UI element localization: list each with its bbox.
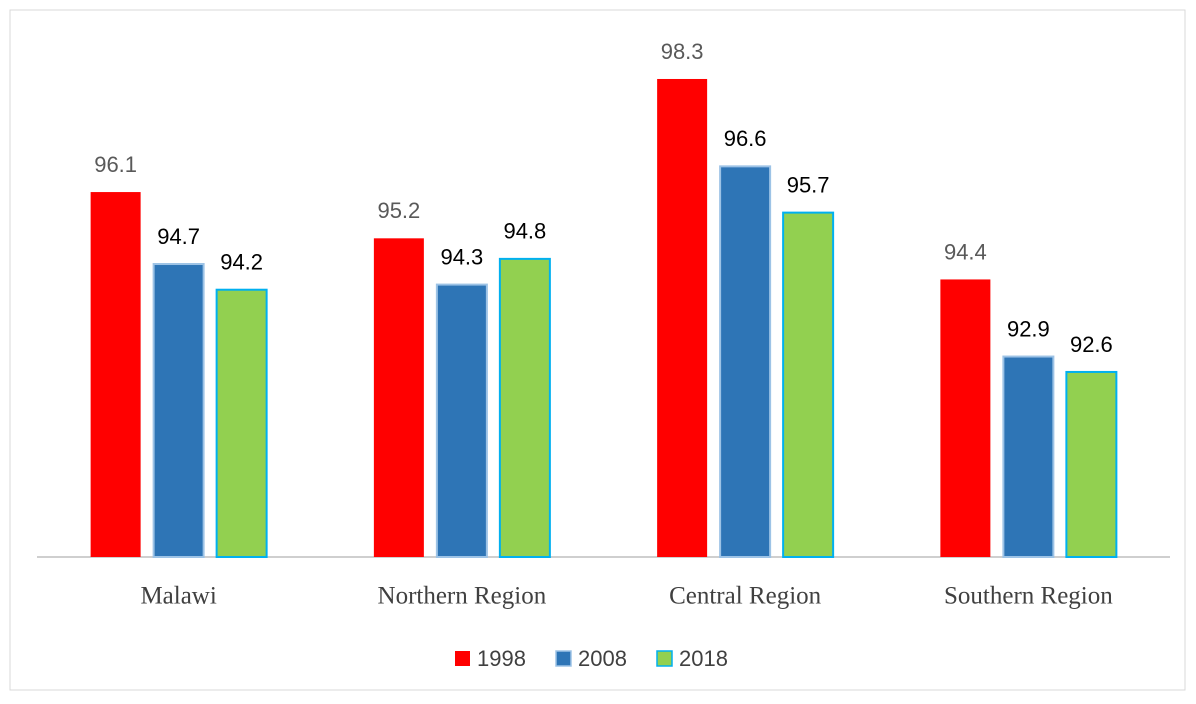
x-tick-label: Southern Region <box>944 583 1113 610</box>
bar <box>719 165 772 559</box>
x-tick-label: Central Region <box>669 583 822 610</box>
bar <box>90 192 141 557</box>
bar <box>373 238 424 557</box>
data-label: 94.4 <box>944 239 987 264</box>
bar <box>657 78 708 557</box>
bar <box>1065 370 1118 558</box>
data-label: 92.9 <box>1007 316 1050 341</box>
bar <box>1002 355 1055 559</box>
legend-label: 1998 <box>477 646 526 671</box>
data-label: 95.2 <box>377 198 420 223</box>
data-label: 92.6 <box>1070 332 1113 357</box>
data-label: 98.3 <box>661 39 704 64</box>
bar <box>435 283 488 558</box>
data-label: 94.2 <box>220 250 263 275</box>
x-tick-label: Malawi <box>140 583 216 610</box>
data-label: 96.6 <box>724 126 767 151</box>
bar <box>152 263 205 558</box>
bar <box>782 211 835 558</box>
legend-label: 2018 <box>679 646 728 671</box>
x-tick-label: Northern Region <box>378 583 547 610</box>
bar <box>498 257 551 558</box>
data-label: 94.8 <box>503 219 546 244</box>
data-label: 94.7 <box>157 224 200 249</box>
legend-swatch <box>555 650 572 667</box>
legend-label: 2008 <box>578 646 627 671</box>
bar <box>215 288 268 558</box>
bar <box>940 279 991 557</box>
legend-swatch <box>455 651 470 666</box>
data-label: 96.1 <box>94 152 137 177</box>
data-label: 95.7 <box>787 172 830 197</box>
legend-swatch <box>656 650 673 667</box>
data-label: 94.3 <box>440 244 483 269</box>
